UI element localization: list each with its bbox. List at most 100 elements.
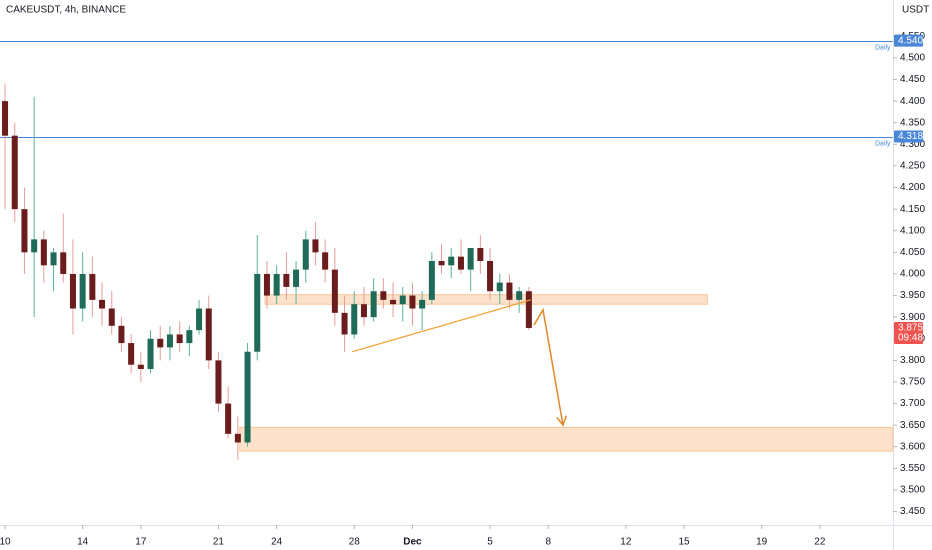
candle-body xyxy=(147,338,154,370)
candle-body xyxy=(79,273,86,309)
candle-body xyxy=(370,291,377,318)
y-tick-label: 3.600 xyxy=(900,441,925,452)
x-tick-label: 8 xyxy=(545,537,551,548)
x-tick-label: 12 xyxy=(620,537,632,548)
y-tick-label: 4.400 xyxy=(900,96,925,107)
candle-body xyxy=(293,269,300,287)
candle-body xyxy=(21,209,28,253)
candle-body xyxy=(137,364,144,370)
candle-body xyxy=(234,433,241,443)
candle-body xyxy=(69,273,76,309)
candle-body xyxy=(380,291,387,300)
zone xyxy=(264,294,708,305)
candle-body xyxy=(322,252,329,270)
candle-body xyxy=(128,343,135,365)
y-tick-label: 3.550 xyxy=(900,463,925,474)
level-note: Daily xyxy=(875,140,891,147)
x-tick-label: 22 xyxy=(814,537,826,548)
candle-body xyxy=(99,299,106,309)
candle-body xyxy=(176,334,183,344)
candle-body xyxy=(196,308,203,331)
x-tick-label: 24 xyxy=(271,537,283,548)
candle-body xyxy=(457,256,464,270)
level-note: Daily xyxy=(875,44,891,51)
candle-body xyxy=(360,304,367,318)
candle-body xyxy=(225,403,232,434)
candle-body xyxy=(31,239,38,253)
x-tick-label: 21 xyxy=(213,537,225,548)
x-tick-label: Dec xyxy=(403,537,422,548)
candle-body xyxy=(205,308,212,361)
y-tick-label: 4.200 xyxy=(900,182,925,193)
x-tick-label: 19 xyxy=(756,537,768,548)
y-tick-label: 4.350 xyxy=(900,117,925,128)
y-tick-label: 4.300 xyxy=(900,139,925,150)
x-tick-label: 10 xyxy=(0,537,11,548)
candle-body xyxy=(157,338,164,348)
y-tick-label: 4.500 xyxy=(900,53,925,64)
candle-body xyxy=(273,273,280,296)
y-tick-label: 4.100 xyxy=(900,225,925,236)
candle-body xyxy=(108,308,115,326)
candle-body xyxy=(215,360,222,404)
candle-body xyxy=(60,252,67,274)
candle-body xyxy=(254,273,261,352)
last-price-box xyxy=(894,321,923,344)
level-price-box xyxy=(894,34,923,47)
y-tick-label: 4.250 xyxy=(900,161,925,172)
candle-body xyxy=(312,239,319,253)
candle-body xyxy=(428,260,435,300)
y-tick-label: 3.950 xyxy=(900,290,925,301)
candle-body xyxy=(487,260,494,292)
y-tick-label: 3.500 xyxy=(900,485,925,496)
candle-body xyxy=(399,295,406,305)
y-tick-label: 4.150 xyxy=(900,204,925,215)
trendline xyxy=(352,299,531,353)
candle-body xyxy=(50,252,57,266)
x-tick-label: 5 xyxy=(487,537,493,548)
y-tick-label: 4.050 xyxy=(900,247,925,258)
y-tick-label: 3.650 xyxy=(900,420,925,431)
arrow xyxy=(533,307,564,426)
candle-body xyxy=(409,295,416,309)
candle-body xyxy=(244,351,251,443)
y-tick-label: 3.450 xyxy=(900,506,925,517)
candle-body xyxy=(419,299,426,309)
level-price-label: 4.540 xyxy=(898,35,923,46)
candle-body xyxy=(2,101,9,136)
zone xyxy=(239,426,894,452)
candle-body xyxy=(496,282,503,292)
candle-body xyxy=(89,273,96,300)
candle-body xyxy=(341,312,348,335)
y-tick-label: 3.800 xyxy=(900,355,925,366)
y-tick-label: 4.450 xyxy=(900,74,925,85)
level-price-box xyxy=(894,130,923,143)
candle-body xyxy=(467,248,474,270)
candle-body xyxy=(186,330,193,344)
chart-title: CAKEUSDT, 4h, BINANCE xyxy=(6,5,126,16)
candle-body xyxy=(40,239,47,266)
y-tick-label: 3.700 xyxy=(900,398,925,409)
candle-body xyxy=(351,304,358,335)
countdown-label: 09:48 xyxy=(898,333,923,344)
y-tick-label: 3.750 xyxy=(900,377,925,388)
x-tick-label: 28 xyxy=(349,537,361,548)
candle-body xyxy=(166,334,173,348)
x-tick-label: 15 xyxy=(678,537,690,548)
candle-body xyxy=(390,299,397,305)
candle-body xyxy=(118,325,125,344)
candle-body xyxy=(302,239,309,270)
candle-body xyxy=(477,248,484,261)
currency-label: USDT xyxy=(902,5,929,16)
y-tick-label: 3.900 xyxy=(900,312,925,323)
candle-body xyxy=(506,282,513,300)
candle-body xyxy=(516,291,523,300)
level-price-label: 4.318 xyxy=(898,131,923,142)
arrow-head xyxy=(556,415,567,427)
y-tick-label: 4.000 xyxy=(900,269,925,280)
candle-body xyxy=(331,269,338,313)
candle-body xyxy=(283,273,290,287)
last-price-label: 3.875 xyxy=(898,323,923,334)
candle-body xyxy=(438,260,445,266)
